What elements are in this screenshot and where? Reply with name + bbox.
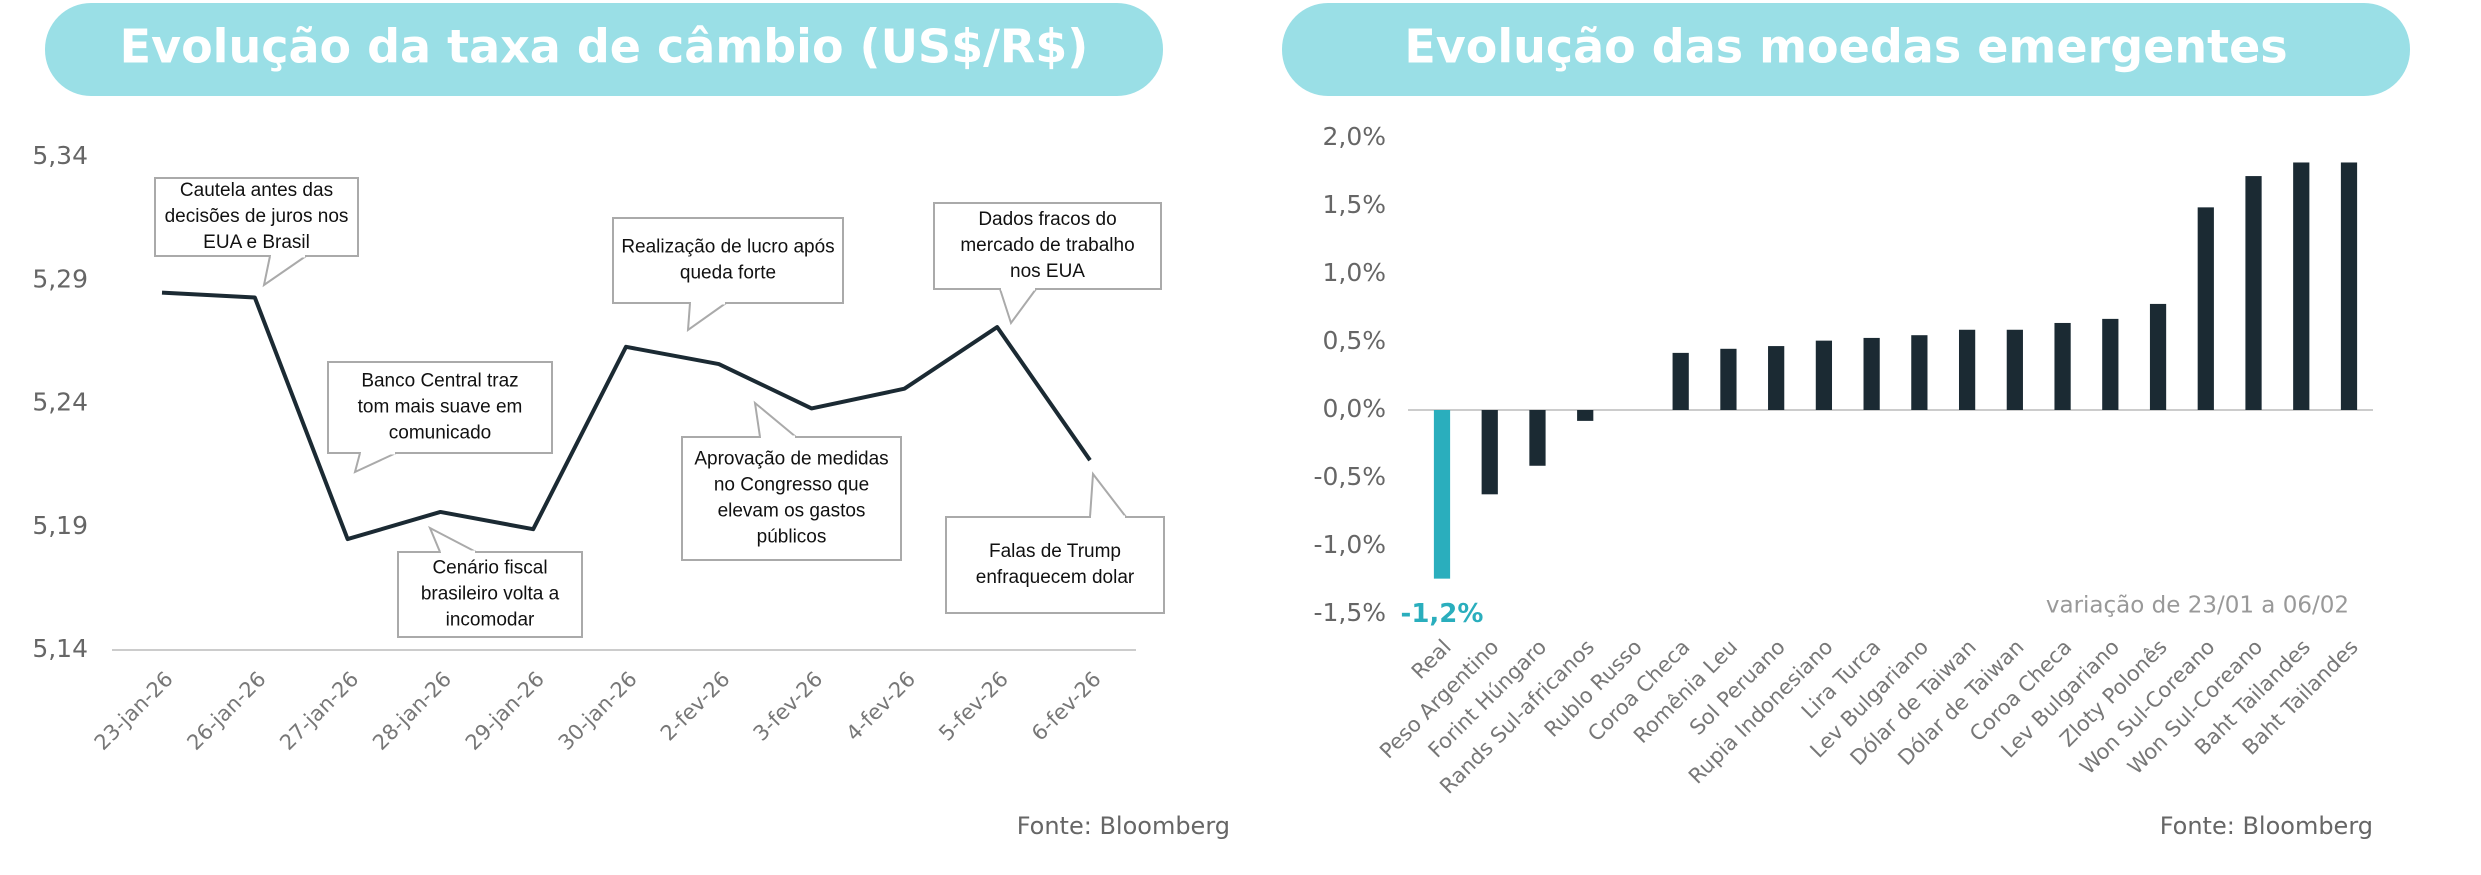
- callout-pointer: [428, 525, 477, 553]
- bar: [2006, 329, 2023, 410]
- x-tick-label: 30-jan-26: [554, 667, 642, 755]
- chart-title: Evolução da taxa de câmbio (US$/R$): [120, 20, 1089, 74]
- callout-box: [154, 177, 359, 257]
- x-tick-label: 23-jan-26: [90, 667, 178, 755]
- title-pill: [1282, 3, 2410, 96]
- bar: [1433, 410, 1451, 579]
- callout-box: [933, 202, 1162, 290]
- y-tick-label: 5,24: [32, 388, 88, 417]
- y-tick-label: 1,5%: [1322, 190, 1386, 219]
- callout-text: incomodar: [446, 610, 535, 631]
- callout-text: nos EUA: [1010, 261, 1085, 282]
- bar: [1577, 410, 1594, 421]
- callout-text: Realização de lucro após: [621, 237, 834, 258]
- x-tick-label: 26-jan-26: [182, 667, 270, 755]
- line: [161, 290, 1092, 542]
- x-tick-label: 2-fev-26: [656, 667, 735, 746]
- x-tick-label: 29-jan-26: [461, 667, 549, 755]
- callout-box: [612, 217, 844, 304]
- title-pill: [45, 3, 1163, 96]
- x-tick-label: 3-fev-26: [749, 667, 828, 746]
- y-tick-label: -0,5%: [1313, 462, 1386, 491]
- callout-text: públicos: [757, 527, 827, 548]
- value-label: -1,2%: [1401, 599, 1484, 629]
- callout-text: Falas de Trump: [989, 541, 1121, 562]
- source: Fonte: Bloomberg: [2160, 812, 2373, 840]
- source: Fonte: Bloomberg: [1017, 812, 1230, 840]
- y-tick-label: 5,34: [32, 141, 88, 170]
- bar: [2054, 322, 2071, 410]
- bar: [1529, 410, 1546, 466]
- callout-text: elevam os gastos: [718, 501, 866, 522]
- x-tick-label: 27-jan-26: [275, 667, 363, 755]
- x-tick-label: 28-jan-26: [368, 667, 456, 755]
- note: variação de 23/01 a 06/02: [2046, 593, 2349, 619]
- callout-box: [945, 516, 1165, 614]
- bar: [2293, 162, 2310, 410]
- y-tick-label: 5,14: [32, 634, 88, 663]
- y-tick-label: 5,19: [32, 511, 88, 540]
- y-tick-label: -1,0%: [1313, 530, 1386, 559]
- callout-text: tom mais suave em: [358, 397, 523, 418]
- callout-pointer: [1089, 471, 1127, 518]
- callout-text: comunicado: [389, 423, 491, 444]
- callout-pointer: [753, 400, 797, 438]
- chart-title: Evolução das moedas emergentes: [1404, 20, 2287, 74]
- callout-text: no Congresso que: [714, 475, 869, 496]
- x-tick-label: 4-fev-26: [841, 667, 920, 746]
- x-tick-label: 5-fev-26: [934, 667, 1013, 746]
- bar: [2245, 176, 2262, 410]
- callout-text: Banco Central traz: [361, 371, 518, 392]
- callout-box: [681, 436, 902, 561]
- y-tick-label: 2,0%: [1322, 122, 1386, 151]
- bar: [1720, 348, 1737, 410]
- callout-text: enfraquecem dolar: [976, 567, 1135, 588]
- y-tick-label: -1,5%: [1313, 598, 1386, 627]
- callout-text: Cenário fiscal: [432, 558, 547, 579]
- bar: [2149, 303, 2167, 410]
- callout-text: queda forte: [680, 263, 776, 284]
- y-tick-label: 5,29: [32, 264, 88, 293]
- callout-text: Aprovação de medidas: [694, 449, 888, 470]
- callout-text: brasileiro volta a: [421, 584, 560, 605]
- callout-text: Cautela antes das: [180, 180, 333, 201]
- callout-pointer: [686, 302, 727, 333]
- y-tick-label: 0,5%: [1322, 326, 1386, 355]
- bar: [1863, 337, 1880, 410]
- bar: [1768, 346, 1785, 410]
- callout-pointer: [999, 288, 1037, 326]
- callout-text: decisões de juros nos: [165, 206, 349, 227]
- bar: [1481, 410, 1498, 495]
- bar: [2102, 318, 2119, 410]
- callout-text: EUA e Brasil: [203, 232, 310, 253]
- bar: [1911, 335, 1928, 410]
- x-tick-label: 6-fev-26: [1027, 667, 1106, 746]
- bar: [1815, 340, 1833, 410]
- callout-pointer: [353, 452, 397, 474]
- y-tick-label: 0,0%: [1322, 394, 1386, 423]
- bar: [1958, 329, 1976, 410]
- callout-box: [397, 551, 583, 638]
- bar: [2197, 207, 2214, 410]
- y-tick-label: 1,0%: [1322, 258, 1386, 287]
- callout-text: mercado de trabalho: [960, 235, 1134, 256]
- callout-box: [327, 361, 553, 454]
- bar: [2340, 162, 2358, 410]
- callout-text: Dados fracos do: [978, 209, 1116, 230]
- callout-pointer: [262, 255, 307, 288]
- bar: [1672, 352, 1689, 410]
